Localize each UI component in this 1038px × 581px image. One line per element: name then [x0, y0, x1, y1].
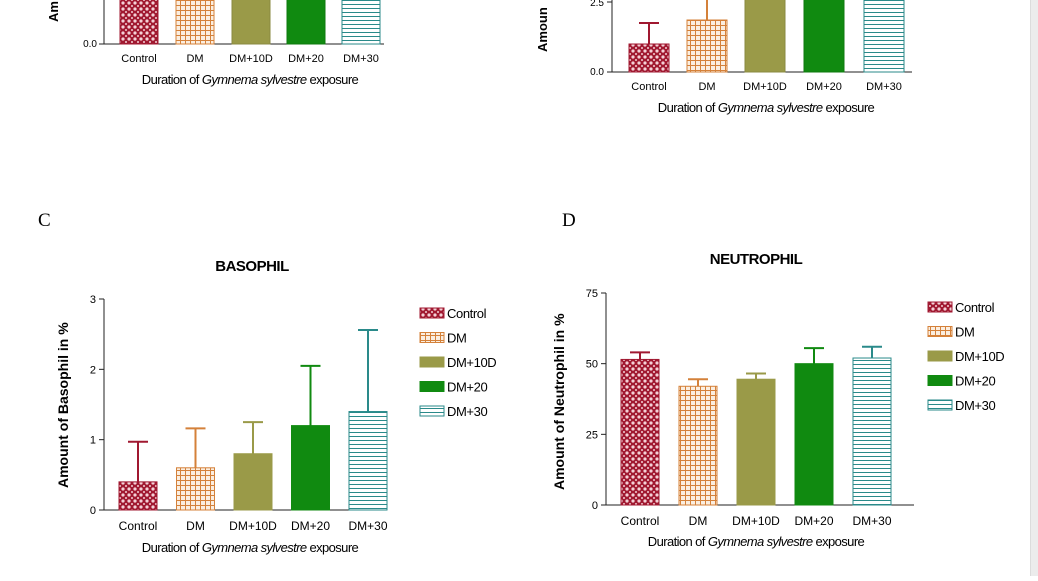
panel-a-xtick-label: DM+10D: [229, 53, 273, 65]
basophil-xlabel: Duration of Gymnema sylvestre exposure: [142, 540, 359, 555]
chart-panel-b: Amoun 0.0 2.5 Control DM DM+10D DM+20 DM…: [535, 0, 912, 115]
neutrophil-ytick-label: 0: [592, 500, 598, 512]
basophil-ylabel: Amount of Basophil in %: [55, 322, 71, 488]
neutrophil-bar-dm10d: [736, 378, 776, 506]
basophil-bar-dm20: [291, 425, 330, 511]
panel-b-bar-control: [628, 43, 670, 73]
neutrophil-marks: 0 25 50 75 Control DM DM+10D DM+20 DM+30: [586, 288, 892, 528]
basophil-legend-label-dm20: DM+20: [447, 380, 487, 395]
panel-a-ylabel-fragment: Am: [46, 1, 61, 22]
neutrophil-bar-dm20: [794, 363, 834, 506]
basophil-xtick-label: DM+20: [291, 519, 330, 533]
basophil-legend-swatch-control: [419, 307, 445, 319]
basophil-legend-swatch-dm30: [419, 405, 445, 417]
panel-b-bar-dm10d: [744, 0, 786, 73]
panel-b-ylabel-fragment: Amoun: [535, 7, 550, 52]
panel-b-xtick-label: DM+10D: [743, 81, 787, 93]
chart-panel-basophil: BASOPHIL Amount of Basophil in % 0 1 2 3 Con…: [55, 258, 497, 555]
panel-label-d: D: [562, 210, 576, 231]
neutrophil-legend-swatch-control: [927, 301, 953, 313]
panel-a-bar-dm30: [341, 0, 381, 45]
basophil-ytick-label: 2: [90, 364, 96, 376]
neutrophil-legend-label-dm10d: DM+10D: [955, 349, 1004, 364]
neutrophil-xtick-label: DM+10D: [732, 514, 780, 528]
panel-a-bar-dm: [175, 0, 215, 45]
panel-b-ytick-label: 2.5: [590, 0, 604, 9]
basophil-bar-dm10d: [233, 453, 273, 511]
basophil-xtick-label: DM: [186, 519, 205, 533]
basophil-xtick-label: Control: [119, 519, 158, 533]
panel-a-xlabel: Duration of Gymnema sylvestre exposure: [142, 72, 359, 87]
basophil-legend: Control DM DM+10D DM+20 DM+30: [419, 306, 497, 419]
panel-b-bar-dm: [686, 19, 728, 73]
neutrophil-xtick-label: DM: [689, 514, 708, 528]
neutrophil-legend-label-dm20: DM+20: [955, 374, 995, 389]
panel-b-bar-dm30: [863, 0, 905, 73]
basophil-ytick-label: 1: [90, 435, 96, 447]
panel-a-xtick-label: DM+30: [343, 53, 379, 65]
neutrophil-ylabel: Amount of Neutrophil in %: [551, 313, 567, 490]
basophil-xtick-label: DM+30: [348, 519, 387, 533]
neutrophil-bar-dm: [678, 385, 718, 506]
neutrophil-legend-swatch-dm20: [927, 375, 953, 386]
neutrophil-ytick-label: 50: [586, 359, 598, 371]
chart-panel-neutrophil: NEUTROPHIL Amount of Neutrophil in % 0 25…: [551, 251, 1005, 549]
basophil-ytick-label: 3: [90, 294, 96, 306]
panel-b-xtick-label: DM: [698, 81, 715, 93]
neutrophil-xtick-label: DM+20: [794, 514, 833, 528]
panel-label-c: C: [38, 210, 51, 231]
basophil-xtick-label: DM+10D: [229, 519, 277, 533]
neutrophil-ytick-label: 75: [586, 288, 598, 300]
neutrophil-ytick-label: 25: [586, 429, 598, 441]
panel-b-xtick-label: DM+30: [866, 81, 902, 93]
basophil-legend-label-dm: DM: [447, 331, 466, 346]
basophil-bar-control: [118, 481, 158, 511]
basophil-legend-swatch-dm10d: [419, 356, 445, 368]
basophil-legend-label-dm10d: DM+10D: [447, 355, 496, 370]
neutrophil-bar-control: [620, 358, 660, 506]
scrollbar-track[interactable]: [1030, 0, 1038, 576]
panel-a-bar-control: [119, 0, 159, 45]
neutrophil-xtick-label: Control: [621, 514, 660, 528]
panel-b-ytick-label: 0.0: [590, 67, 604, 78]
basophil-legend-label-dm30: DM+30: [447, 404, 487, 419]
basophil-bar-dm: [176, 467, 215, 511]
panel-b-xtick-label: Control: [631, 81, 666, 93]
basophil-legend-swatch-dm20: [419, 381, 445, 392]
neutrophil-legend-swatch-dm10d: [927, 350, 953, 362]
basophil-ytick-label: 0: [90, 505, 96, 517]
panel-a-xtick-label: DM+20: [288, 53, 324, 65]
panel-b-bar-dm20: [803, 0, 845, 73]
neutrophil-legend-label-dm30: DM+30: [955, 398, 995, 413]
panel-a-ytick-label: 0.0: [83, 39, 97, 50]
panel-a-xtick-label: Control: [121, 53, 156, 65]
basophil-marks: 0 1 2 3 Control DM DM+10D DM+20 DM+30: [90, 294, 388, 533]
basophil-bar-dm30: [348, 411, 388, 511]
basophil-legend-swatch-dm: [419, 332, 445, 343]
neutrophil-xlabel: Duration of Gymnema sylvestre exposure: [648, 534, 865, 549]
panel-a-bar-dm10d: [231, 0, 271, 45]
panel-a-xtick-label: DM: [186, 53, 203, 65]
panel-a-bar-dm20: [286, 0, 326, 45]
neutrophil-legend-label-dm: DM: [955, 325, 974, 340]
neutrophil-legend-swatch-dm30: [927, 399, 953, 411]
panel-b-xlabel: Duration of Gymnema sylvestre exposure: [658, 100, 875, 115]
neutrophil-legend: Control DM DM+10D DM+20 DM+30: [927, 300, 1005, 413]
basophil-legend-label-control: Control: [447, 306, 487, 321]
neutrophil-title: NEUTROPHIL: [710, 251, 803, 268]
neutrophil-bar-dm30: [852, 357, 892, 506]
chart-panel-a: Am 0.0 Control DM DM+10D DM+20 DM+30 Dur…: [46, 0, 384, 87]
basophil-title: BASOPHIL: [215, 258, 289, 275]
panel-b-xtick-label: DM+20: [806, 81, 842, 93]
neutrophil-legend-swatch-dm: [927, 326, 953, 337]
neutrophil-legend-label-control: Control: [955, 300, 995, 315]
neutrophil-xtick-label: DM+30: [852, 514, 891, 528]
